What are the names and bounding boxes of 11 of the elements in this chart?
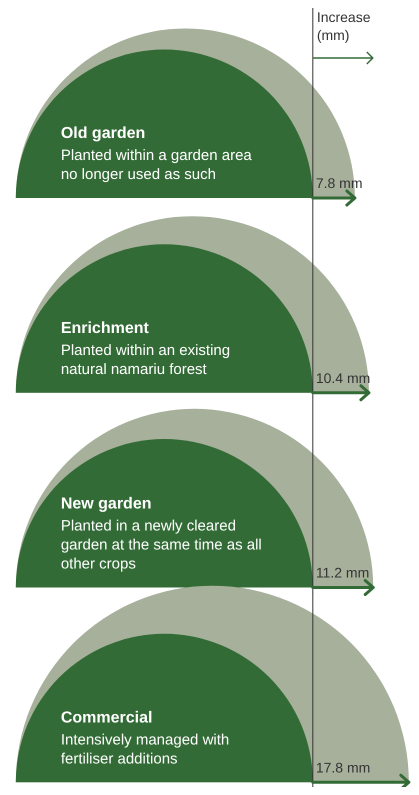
text: Intensively managed with fertiliser additions	[60, 731, 230, 768]
text: Planted within a garden area no longer used as such	[60, 147, 252, 183]
category-label: Enrichment	[60, 320, 150, 337]
data-label: 17.8 mm	[316, 759, 370, 776]
category-label: Commercial	[60, 709, 152, 726]
category-label: New garden	[60, 496, 152, 512]
text: Planted within an existing natural namariu forest	[60, 342, 230, 378]
text: Planted in a newly cleared garden at the same time as all other crops	[60, 518, 262, 572]
data-label: 11.2 mm	[316, 564, 370, 580]
category-label: Old garden	[60, 125, 146, 142]
text: Increase (mm)	[316, 9, 371, 43]
